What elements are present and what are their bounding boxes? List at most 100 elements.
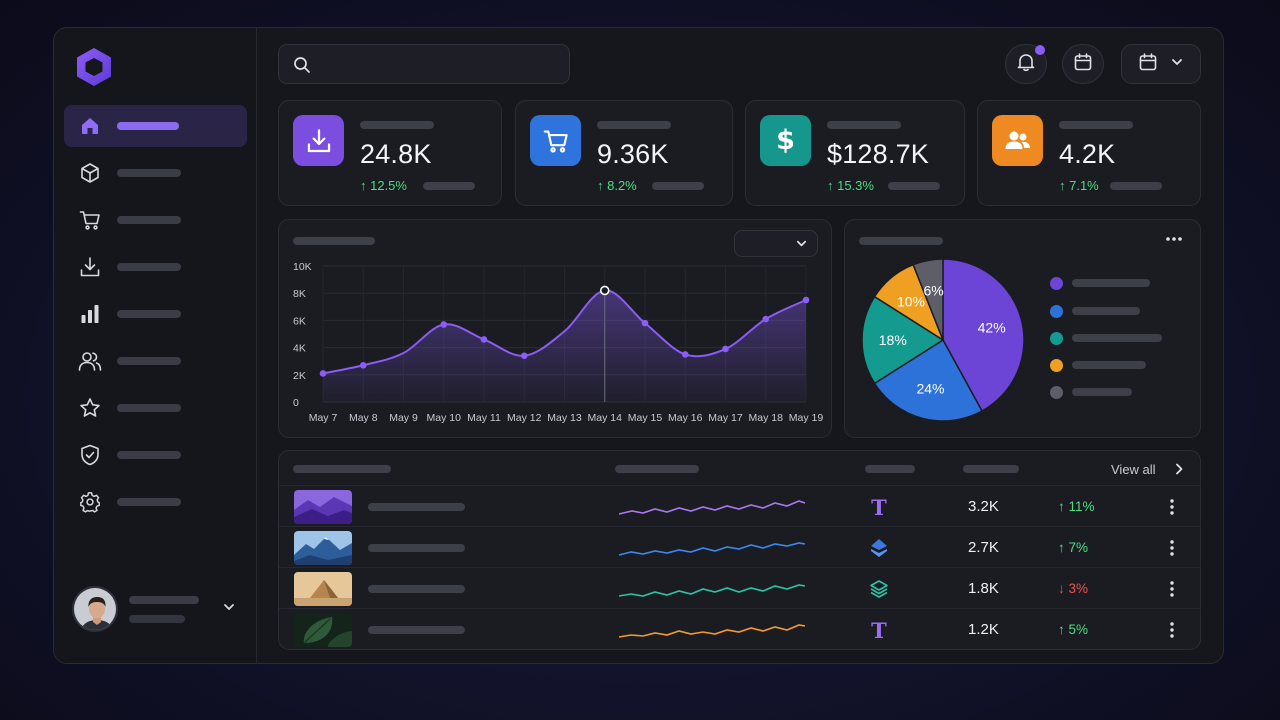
legend-dot <box>1050 331 1063 345</box>
user-name-placeholder <box>129 596 199 604</box>
legend-dot <box>1050 358 1063 372</box>
sparkline <box>618 542 806 556</box>
data-point <box>520 352 528 360</box>
sidebar-item-favorites[interactable] <box>64 387 247 429</box>
sidebar-item-products[interactable] <box>64 152 247 194</box>
users-icon <box>992 115 1043 166</box>
x-tick-label: May 11 <box>467 412 501 424</box>
y-tick-label: 10K <box>293 261 312 273</box>
stat-card-users[interactable]: 4.2K ↑ 7.1% <box>977 100 1201 206</box>
data-point <box>480 336 488 343</box>
stat-label-placeholder <box>360 121 434 129</box>
green-leaf-thumb <box>294 613 352 647</box>
table-row[interactable]: T 1.2K ↑ 5% <box>279 608 1201 649</box>
hexagon-logo-icon[interactable] <box>74 46 114 88</box>
more-vertical-icon[interactable] <box>1162 496 1182 518</box>
box-icon <box>77 160 103 186</box>
chevron-down-icon[interactable] <box>222 600 236 619</box>
x-tick-label: May 13 <box>547 412 582 424</box>
y-tick-label: 4K <box>293 343 306 355</box>
chevron-right-icon[interactable] <box>1173 462 1185 481</box>
content-table: View all T 3.2K ↑ 11% <box>278 450 1201 650</box>
row-change: ↑ 11% <box>1058 499 1095 514</box>
legend-dot <box>1050 304 1063 318</box>
table-row[interactable]: 2.7K ↑ 7% <box>279 526 1201 567</box>
pie-slice[interactable] <box>942 258 1025 413</box>
pie-slice[interactable] <box>912 258 944 341</box>
pie-slice[interactable] <box>873 338 984 422</box>
app-window: 24.8K ↑ 12.5% 9.36K ↑ 8.2% $ $128.7K ↑ 1… <box>53 27 1224 664</box>
legend-label-placeholder <box>1072 361 1146 369</box>
legend-dot <box>1050 385 1063 399</box>
more-vertical-icon[interactable] <box>1162 578 1182 600</box>
sidebar-item-users[interactable] <box>64 340 247 382</box>
stat-label-placeholder <box>827 121 901 129</box>
stat-card-orders[interactable]: 9.36K ↑ 8.2% <box>515 100 733 206</box>
users-icon <box>77 348 103 374</box>
calendar-icon <box>1138 52 1158 77</box>
sidebar-item-orders[interactable] <box>64 199 247 241</box>
legend-dot <box>1050 276 1063 290</box>
sidebar-item-label <box>117 169 181 177</box>
sidebar-item-home[interactable] <box>64 105 247 147</box>
more-horizontal-icon[interactable] <box>1165 232 1183 250</box>
date-range-dropdown[interactable] <box>1121 44 1201 84</box>
x-tick-label: May 18 <box>749 412 784 424</box>
table-row[interactable]: T 3.2K ↑ 11% <box>279 485 1201 526</box>
sidebar-item-label <box>117 216 181 224</box>
sidebar-item-downloads[interactable] <box>64 246 247 288</box>
more-vertical-icon[interactable] <box>1162 619 1182 641</box>
user-avatar[interactable] <box>72 586 118 632</box>
y-tick-label: 6K <box>293 315 306 327</box>
search-icon <box>293 56 311 79</box>
column-header-placeholder <box>865 465 915 473</box>
legend-label-placeholder <box>1072 388 1132 396</box>
sidebar-item-security[interactable] <box>64 434 247 476</box>
sidebar-item-settings[interactable] <box>64 481 247 523</box>
x-tick-label: May 14 <box>588 412 623 424</box>
data-point <box>762 315 770 323</box>
stack-layers-icon <box>867 536 891 560</box>
chart-range-dropdown[interactable] <box>734 230 818 257</box>
search-bar[interactable] <box>278 44 570 84</box>
text-t-icon: T <box>871 494 887 520</box>
stat-card-revenue[interactable]: $ $128.7K ↑ 15.3% <box>745 100 965 206</box>
view-all-link[interactable]: View all <box>1111 462 1156 477</box>
user-profile[interactable] <box>72 586 242 634</box>
sidebar-item-label <box>117 263 181 271</box>
row-title-placeholder <box>368 544 465 552</box>
table-row[interactable]: 1.8K ↓ 3% <box>279 567 1201 608</box>
chart-title-placeholder <box>293 237 375 245</box>
row-title-placeholder <box>368 626 465 634</box>
x-tick-label: May 19 <box>789 412 824 424</box>
y-tick-label: 2K <box>293 370 306 382</box>
layers-icon <box>867 577 891 601</box>
bell-icon <box>1016 52 1036 77</box>
legend-label-placeholder <box>1072 307 1140 315</box>
pie-slice-label: 24% <box>916 381 944 397</box>
line-chart: 10K 8K 6K 4K 2K 0 May 7 May 8 May 9 May 10 May 11 M… <box>293 261 824 424</box>
search-input[interactable] <box>323 53 553 77</box>
download-icon <box>77 254 103 280</box>
data-point <box>802 296 810 304</box>
user-role-placeholder <box>129 615 185 623</box>
row-title-placeholder <box>368 585 465 593</box>
column-header-placeholder <box>963 465 1019 473</box>
notifications-button[interactable] <box>1005 44 1047 84</box>
data-point <box>641 319 649 327</box>
sidebar-item-label <box>117 357 181 365</box>
purple-mountain-thumb <box>294 490 352 524</box>
pie-slice[interactable] <box>861 295 945 385</box>
x-tick-label: May 7 <box>309 412 338 424</box>
more-vertical-icon[interactable] <box>1162 537 1182 559</box>
sidebar-item-label <box>117 310 181 318</box>
sidebar-item-analytics[interactable] <box>64 293 247 335</box>
stat-sublabel-placeholder <box>888 182 940 190</box>
home-icon <box>77 113 103 139</box>
x-tick-label: May 17 <box>708 412 743 424</box>
calendar-icon <box>1073 52 1093 77</box>
row-change: ↓ 3% <box>1058 581 1089 596</box>
calendar-button[interactable] <box>1062 44 1104 84</box>
stat-card-downloads[interactable]: 24.8K ↑ 12.5% <box>278 100 502 206</box>
desert-pyramid-thumb <box>294 572 352 606</box>
